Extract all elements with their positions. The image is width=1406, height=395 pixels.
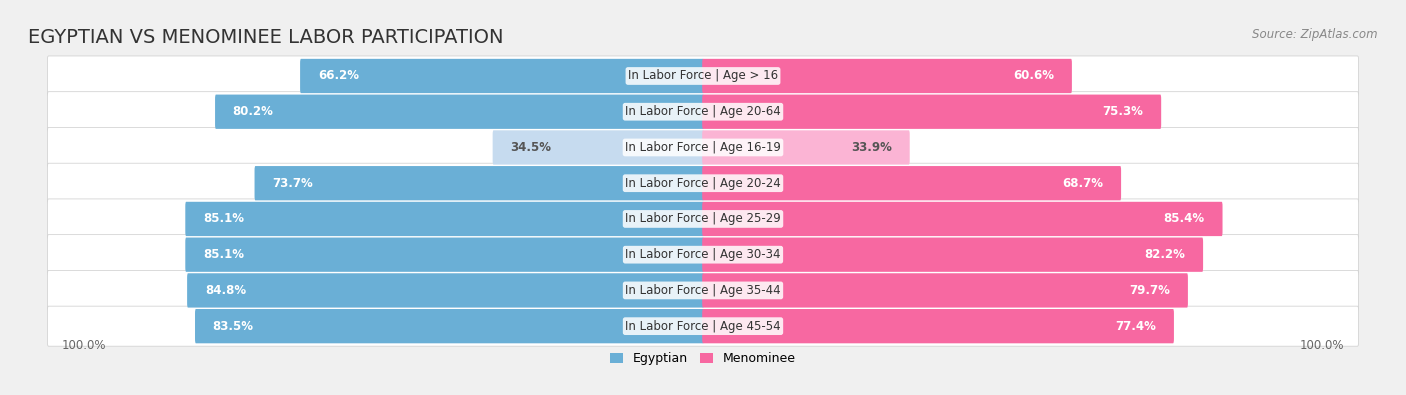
FancyBboxPatch shape (48, 92, 1358, 132)
Text: 77.4%: 77.4% (1115, 320, 1156, 333)
FancyBboxPatch shape (48, 163, 1358, 203)
Text: In Labor Force | Age 35-44: In Labor Force | Age 35-44 (626, 284, 780, 297)
FancyBboxPatch shape (48, 235, 1358, 275)
FancyBboxPatch shape (254, 166, 704, 200)
Text: 80.2%: 80.2% (233, 105, 274, 118)
Text: 34.5%: 34.5% (510, 141, 551, 154)
FancyBboxPatch shape (702, 237, 1204, 272)
Text: 85.1%: 85.1% (202, 248, 245, 261)
FancyBboxPatch shape (702, 273, 1188, 308)
Text: 73.7%: 73.7% (273, 177, 314, 190)
Text: Source: ZipAtlas.com: Source: ZipAtlas.com (1253, 28, 1378, 41)
Text: 33.9%: 33.9% (851, 141, 891, 154)
Text: In Labor Force | Age 20-64: In Labor Force | Age 20-64 (626, 105, 780, 118)
FancyBboxPatch shape (48, 306, 1358, 346)
FancyBboxPatch shape (702, 202, 1223, 236)
FancyBboxPatch shape (299, 59, 704, 93)
Text: 79.7%: 79.7% (1129, 284, 1170, 297)
Text: 68.7%: 68.7% (1063, 177, 1104, 190)
Text: In Labor Force | Age 30-34: In Labor Force | Age 30-34 (626, 248, 780, 261)
Text: 85.4%: 85.4% (1164, 213, 1205, 226)
Text: 66.2%: 66.2% (318, 70, 359, 83)
FancyBboxPatch shape (48, 271, 1358, 310)
FancyBboxPatch shape (187, 273, 704, 308)
FancyBboxPatch shape (48, 56, 1358, 96)
FancyBboxPatch shape (702, 59, 1071, 93)
Text: In Labor Force | Age 16-19: In Labor Force | Age 16-19 (626, 141, 780, 154)
Text: In Labor Force | Age 20-24: In Labor Force | Age 20-24 (626, 177, 780, 190)
Text: In Labor Force | Age > 16: In Labor Force | Age > 16 (628, 70, 778, 83)
FancyBboxPatch shape (186, 202, 704, 236)
Text: 85.1%: 85.1% (202, 213, 245, 226)
FancyBboxPatch shape (702, 309, 1174, 343)
Text: 82.2%: 82.2% (1144, 248, 1185, 261)
FancyBboxPatch shape (702, 166, 1121, 200)
FancyBboxPatch shape (702, 130, 910, 165)
FancyBboxPatch shape (492, 130, 704, 165)
Text: 83.5%: 83.5% (212, 320, 253, 333)
Text: 75.3%: 75.3% (1102, 105, 1143, 118)
FancyBboxPatch shape (186, 237, 704, 272)
FancyBboxPatch shape (195, 309, 704, 343)
Text: 100.0%: 100.0% (1299, 339, 1344, 352)
FancyBboxPatch shape (48, 199, 1358, 239)
FancyBboxPatch shape (48, 128, 1358, 167)
Text: 100.0%: 100.0% (62, 339, 107, 352)
Text: In Labor Force | Age 45-54: In Labor Force | Age 45-54 (626, 320, 780, 333)
Legend: Egyptian, Menominee: Egyptian, Menominee (610, 352, 796, 365)
Text: In Labor Force | Age 25-29: In Labor Force | Age 25-29 (626, 213, 780, 226)
Text: 84.8%: 84.8% (205, 284, 246, 297)
Text: 60.6%: 60.6% (1014, 70, 1054, 83)
FancyBboxPatch shape (215, 94, 704, 129)
Text: EGYPTIAN VS MENOMINEE LABOR PARTICIPATION: EGYPTIAN VS MENOMINEE LABOR PARTICIPATIO… (28, 28, 503, 47)
FancyBboxPatch shape (702, 94, 1161, 129)
